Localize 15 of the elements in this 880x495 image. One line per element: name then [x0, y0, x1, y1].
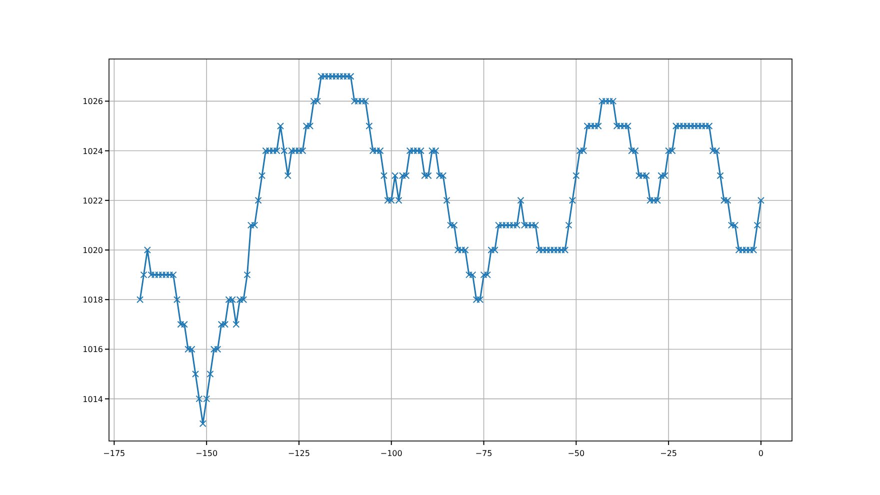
x-tick-label: −100 [380, 449, 402, 458]
y-tick-label: 1024 [82, 146, 103, 156]
x-tick-label: −75 [475, 449, 492, 458]
y-tick-label: 1018 [82, 296, 103, 305]
x-tick-label: −150 [196, 449, 218, 458]
x-tick-label: 0 [758, 449, 764, 458]
x-tick-label: −175 [103, 449, 126, 458]
x-tick-label: −50 [568, 449, 585, 458]
x-tick-label: −125 [288, 449, 310, 458]
y-tick-label: 1022 [82, 196, 103, 206]
y-tick-label: 1016 [82, 345, 103, 354]
x-tick-label: −25 [660, 449, 678, 458]
y-tick-label: 1020 [82, 246, 103, 255]
y-tick-label: 1014 [82, 394, 103, 404]
y-tick-label: 1026 [82, 97, 103, 106]
